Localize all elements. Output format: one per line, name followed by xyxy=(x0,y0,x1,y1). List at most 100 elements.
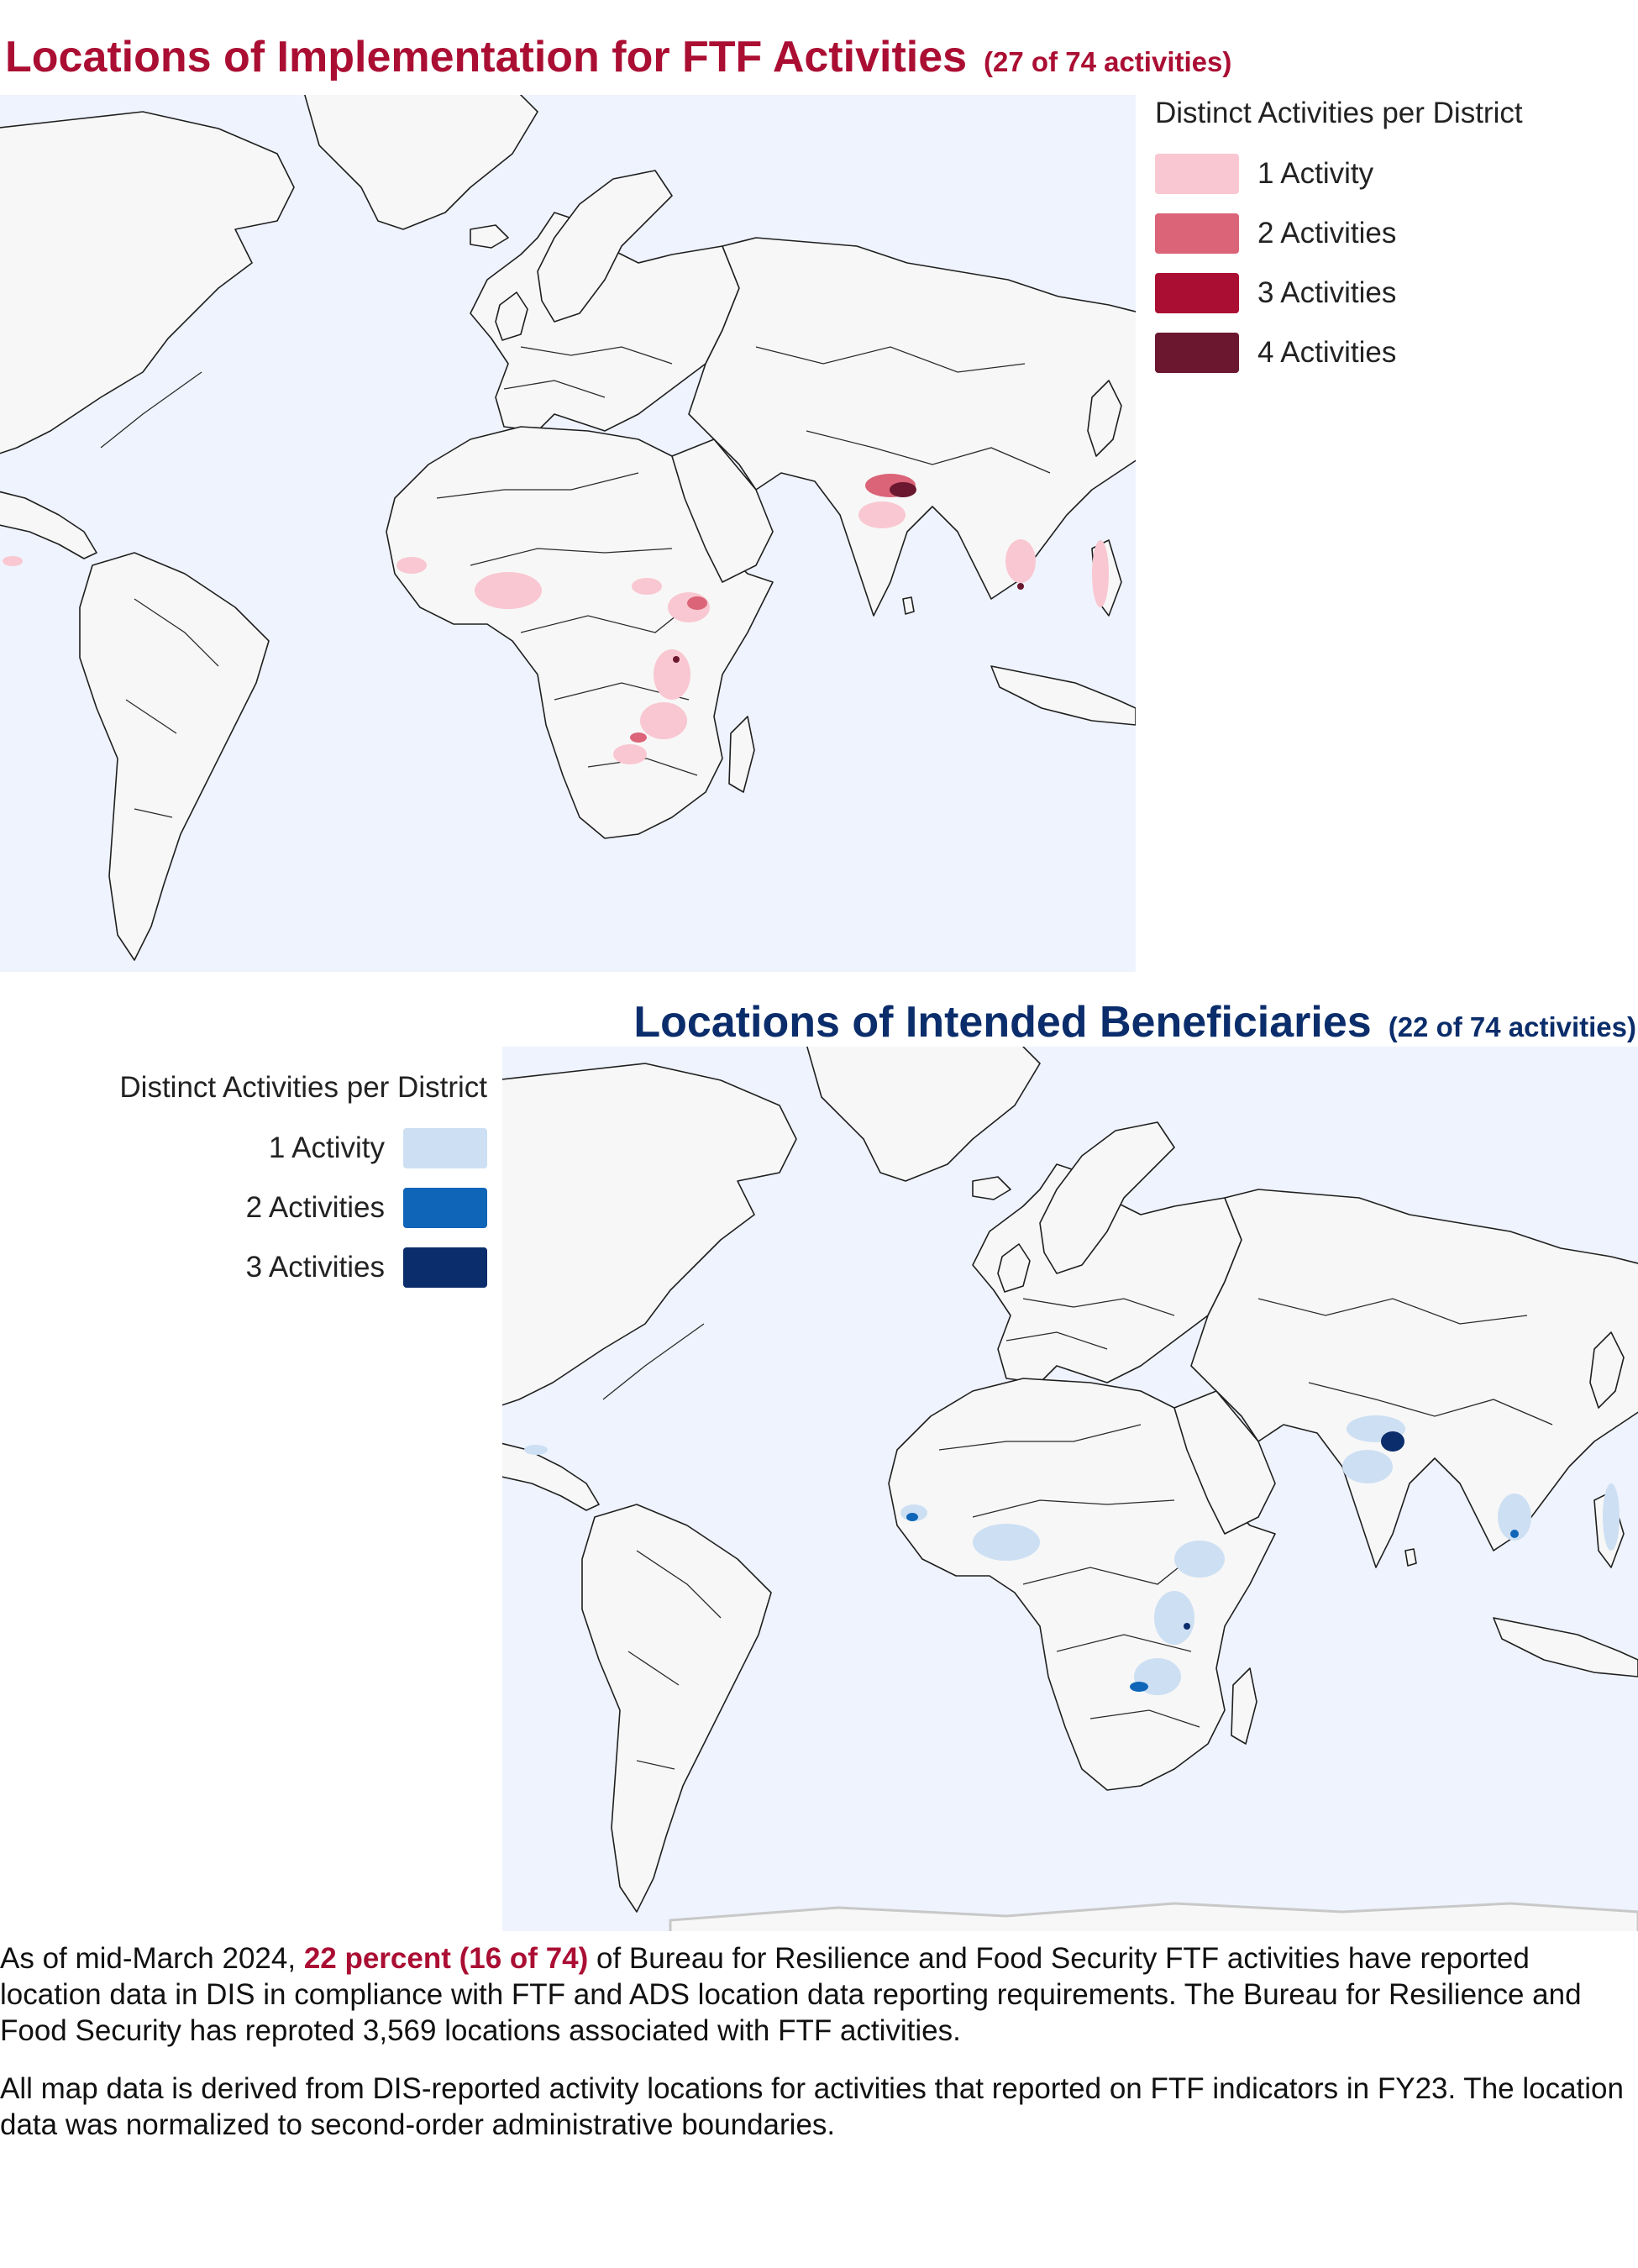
district-shading xyxy=(973,1524,1040,1561)
district-shading xyxy=(1005,539,1036,583)
madagascar xyxy=(728,716,755,793)
iceland xyxy=(470,224,509,249)
district-shading xyxy=(613,744,647,764)
south-america xyxy=(581,1504,772,1913)
methodology-paragraph: All map data is derived from DIS-reporte… xyxy=(0,2072,1624,2141)
central-america xyxy=(502,1442,600,1511)
map2-svg xyxy=(502,1047,1638,1931)
map1-legend: Distinct Activities per District 1 Activ… xyxy=(1155,97,1625,382)
map2-world-map xyxy=(502,1047,1638,1931)
asia xyxy=(1190,1189,1638,1568)
map1-subtitle: (27 of 74 activities) xyxy=(984,46,1232,77)
sri-lanka xyxy=(902,596,915,615)
border-line xyxy=(602,1298,1553,1770)
map1-title: Locations of Implementation for FTF Acti… xyxy=(5,32,1231,82)
district-shading xyxy=(1381,1431,1404,1452)
district-shading xyxy=(1603,1483,1620,1551)
map1-land xyxy=(0,95,1136,961)
map2-districts xyxy=(524,1415,1620,1695)
district-shading xyxy=(890,482,916,497)
map1-legend-label-1: 1 Activity xyxy=(1257,157,1374,190)
map2-title: Locations of Intended Beneficiaries (22 o… xyxy=(633,997,1636,1047)
map1-legend-item-4: 4 Activities xyxy=(1155,333,1396,373)
map2-legend-item-1: 1 Activity xyxy=(269,1128,487,1168)
district-shading xyxy=(630,732,647,743)
south-america xyxy=(79,552,270,961)
map1-legend-item-3: 3 Activities xyxy=(1155,273,1396,313)
asia xyxy=(688,237,1136,617)
map1-borders xyxy=(100,346,1051,818)
district-shading xyxy=(1510,1530,1519,1538)
district-shading xyxy=(475,572,542,609)
map2-borders xyxy=(602,1298,1553,1770)
madagascar xyxy=(1231,1667,1257,1745)
great-britain xyxy=(997,1243,1031,1293)
summary-text-pre: As of mid-March 2024, xyxy=(0,1942,304,1975)
map1-legend-title: Distinct Activities per District xyxy=(1155,97,1523,129)
map2-title-text: Locations of Intended Beneficiaries xyxy=(633,998,1372,1047)
map1-legend-swatch-1 xyxy=(1155,154,1239,194)
district-shading xyxy=(1184,1623,1190,1630)
map2-legend-swatch-1 xyxy=(403,1128,487,1168)
map1-legend-label-2: 2 Activities xyxy=(1257,217,1397,249)
map2-legend-title: Distinct Activities per District xyxy=(119,1071,487,1104)
map1-legend-item-1: 1 Activity xyxy=(1155,154,1373,194)
summary-text-post: of Bureau for Resilience and Food Securi… xyxy=(0,1942,1582,2047)
summary-paragraph: As of mid-March 2024, 22 percent (16 of … xyxy=(0,1940,1634,2049)
central-america xyxy=(0,491,97,559)
map1-title-text: Locations of Implementation for FTF Acti… xyxy=(5,33,968,81)
map2-legend-swatch-3 xyxy=(403,1247,487,1288)
greenland xyxy=(304,95,538,230)
map1-legend-swatch-3 xyxy=(1155,273,1239,313)
map2-subtitle: (22 of 74 activities) xyxy=(1388,1011,1636,1042)
district-shading xyxy=(858,501,906,528)
map1-svg xyxy=(0,95,1136,961)
district-shading xyxy=(632,578,662,595)
map1-districts xyxy=(3,474,1109,764)
map1-legend-item-2: 2 Activities xyxy=(1155,213,1396,254)
africa xyxy=(888,1378,1276,1791)
north-america xyxy=(502,1063,797,1406)
district-shading xyxy=(1154,1591,1194,1645)
scandinavia xyxy=(1039,1121,1175,1274)
scandinavia xyxy=(537,170,673,323)
greenland xyxy=(806,1047,1041,1182)
map1-world-map xyxy=(0,95,1136,972)
district-shading xyxy=(1130,1682,1148,1692)
antarctica xyxy=(669,1902,1638,1931)
map2-land xyxy=(502,1047,1638,1931)
district-shading xyxy=(1342,1450,1393,1483)
indonesia xyxy=(990,665,1136,726)
district-shading xyxy=(654,649,690,700)
map2-legend: Distinct Activities per District 1 Activ… xyxy=(50,1071,487,1306)
map1-legend-swatch-2 xyxy=(1155,213,1239,254)
indonesia xyxy=(1493,1617,1638,1677)
district-shading xyxy=(396,557,427,574)
map2-legend-item-3: 3 Activities xyxy=(246,1247,487,1288)
japan xyxy=(1087,380,1122,457)
district-shading xyxy=(1498,1494,1531,1541)
arabia xyxy=(1173,1390,1276,1535)
map2-legend-label-2: 2 Activities xyxy=(245,1191,385,1224)
district-shading xyxy=(640,702,687,739)
district-shading xyxy=(1017,583,1024,590)
map2-legend-label-1: 1 Activity xyxy=(268,1131,385,1164)
border-line xyxy=(100,346,1051,818)
map2-legend-item-2: 2 Activities xyxy=(246,1188,487,1228)
map2-legend-swatch-2 xyxy=(403,1188,487,1228)
arabia xyxy=(671,438,774,583)
sri-lanka xyxy=(1404,1548,1417,1567)
map2-legend-label-3: 3 Activities xyxy=(245,1251,385,1284)
district-shading xyxy=(1174,1541,1225,1578)
iceland xyxy=(972,1176,1011,1200)
district-shading xyxy=(673,656,680,663)
district-shading xyxy=(687,596,707,610)
japan xyxy=(1589,1331,1625,1409)
district-shading xyxy=(524,1445,548,1455)
map1-legend-label-3: 3 Activities xyxy=(1257,276,1397,309)
map1-legend-swatch-4 xyxy=(1155,333,1239,373)
summary-highlight: 22 percent (16 of 74) xyxy=(303,1942,589,1975)
map1-legend-label-4: 4 Activities xyxy=(1257,336,1397,369)
north-america xyxy=(0,111,295,454)
district-shading xyxy=(906,1513,918,1521)
